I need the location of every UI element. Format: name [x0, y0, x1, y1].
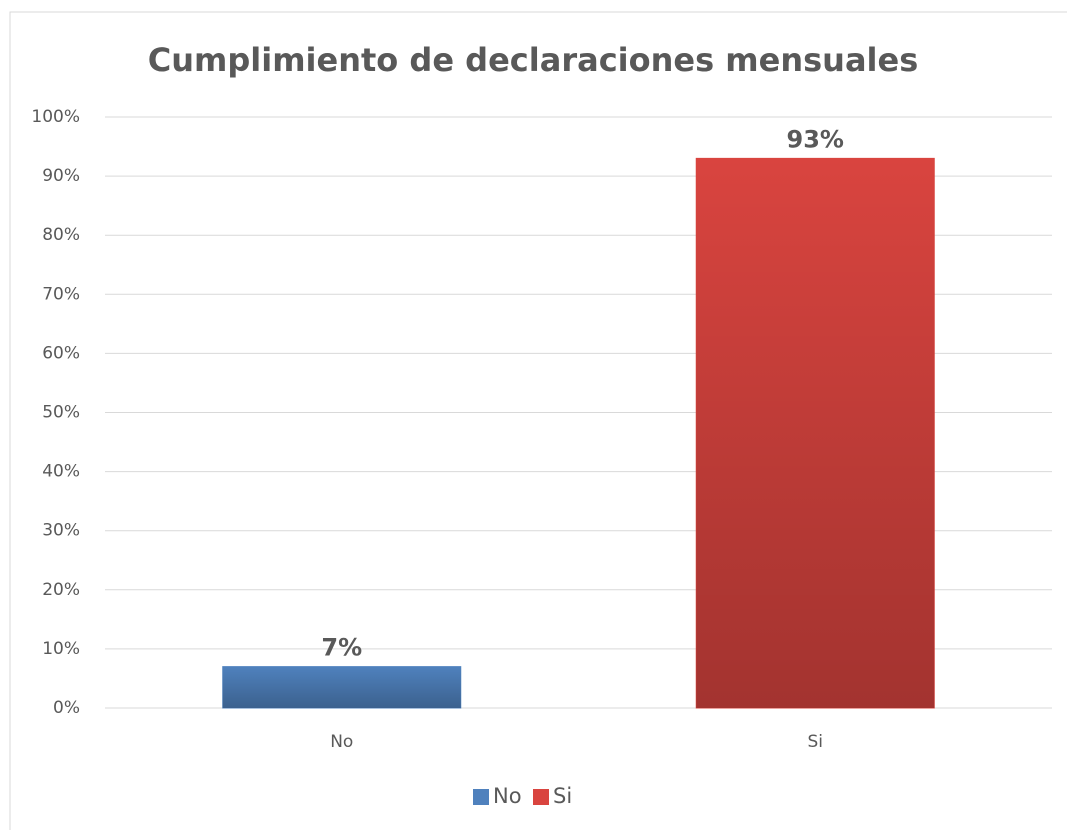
y-tick-label: 70% [42, 284, 80, 304]
y-tick-label: 10% [42, 639, 80, 659]
x-tick-label: Si [807, 732, 823, 752]
y-tick-label: 80% [42, 225, 80, 245]
y-tick-label: 90% [42, 166, 80, 186]
bar [222, 666, 462, 709]
y-tick-label: 60% [42, 343, 80, 363]
chart-title: Cumplimiento de declaraciones mensuales [148, 41, 919, 79]
bar [695, 157, 935, 709]
x-tick-label: No [330, 732, 353, 752]
legend-label: Si [553, 784, 572, 808]
legend-label: No [493, 784, 522, 808]
y-tick-label: 50% [42, 403, 80, 423]
data-label: 7% [321, 634, 362, 662]
legend-swatch [533, 789, 549, 805]
y-tick-label: 100% [31, 107, 80, 127]
y-tick-label: 30% [42, 521, 80, 541]
legend-swatch [473, 789, 489, 805]
y-tick-label: 40% [42, 462, 80, 482]
y-tick-label: 20% [42, 580, 80, 600]
data-label: 93% [787, 125, 844, 153]
y-tick-label: 0% [53, 698, 80, 718]
